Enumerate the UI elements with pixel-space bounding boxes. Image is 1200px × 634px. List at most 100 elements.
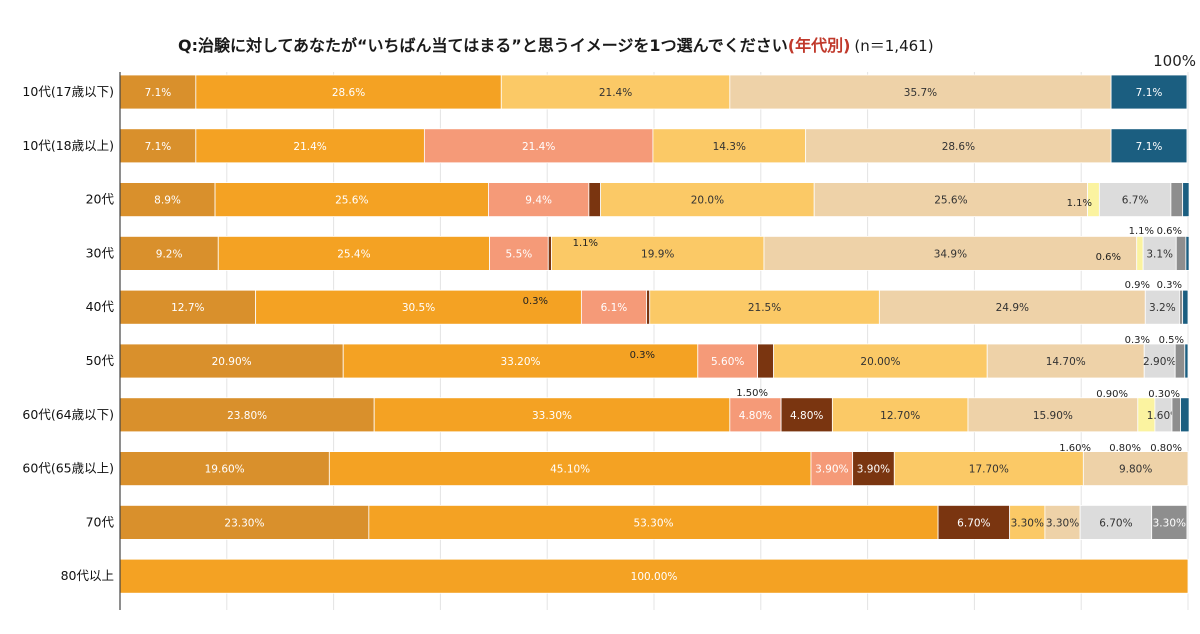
bar-segment: [119, 235, 219, 271]
bar-segment: [1170, 182, 1184, 218]
data-label: 14.70%: [1046, 356, 1086, 368]
bar-segment: [937, 504, 1011, 540]
bar-segment: [1009, 504, 1046, 540]
small-value-label: 1.1%: [573, 238, 598, 249]
bar-segment: [813, 182, 1089, 218]
bar-segment: [119, 397, 375, 433]
bar-segment: [810, 451, 854, 487]
bar-segment: [893, 451, 1084, 487]
data-label: 3.30%: [1011, 517, 1044, 529]
bar-segment: [500, 74, 731, 110]
annotations: 1.1%1.1%1.1% 0.6%0.3%0.6%0.9% 0.3%0.3%0.3%…: [523, 198, 1184, 454]
bar-segment: [195, 128, 425, 164]
data-label: 6.7%: [1122, 195, 1149, 207]
data-label: 3.90%: [857, 464, 890, 476]
bar-segment: [652, 128, 807, 164]
data-label: 25.6%: [335, 195, 368, 207]
bar-segment: [1142, 235, 1177, 271]
category-label: 50代: [86, 353, 115, 368]
data-label: 2.90%: [1143, 356, 1176, 368]
category-label: 20代: [86, 192, 115, 207]
data-label: 100.00%: [631, 571, 678, 583]
category-label: 10代(18歳以上): [22, 138, 114, 153]
bar-segment: [1098, 182, 1172, 218]
data-label: 24.9%: [996, 302, 1029, 314]
data-label: 12.7%: [171, 302, 204, 314]
bar-segment: [119, 504, 370, 540]
bar-segment: [488, 182, 590, 218]
small-value-label: 0.3%: [1157, 280, 1182, 291]
bar-segment: [1136, 235, 1144, 271]
data-label: 8.9%: [154, 195, 181, 207]
data-label: 3.30%: [1153, 517, 1186, 529]
data-label: 7.1%: [145, 141, 172, 153]
bar-segment: [773, 343, 988, 379]
data-label: 21.4%: [293, 141, 326, 153]
chart-title-main: Q:治験に対してあなたが“いちばん当てはまる”と思うイメージを1つ選んでください: [178, 36, 788, 55]
bar-segment: [547, 235, 552, 271]
data-label: 20.0%: [691, 195, 724, 207]
chart-title: Q:治験に対してあなたが“いちばん当てはまる”と思うイメージを1つ選んでください…: [178, 36, 934, 55]
small-value-label: 1.60%: [1059, 443, 1091, 454]
bar-segment: [1182, 182, 1190, 218]
data-label: 9.2%: [156, 248, 183, 260]
data-label: 28.6%: [942, 141, 975, 153]
data-label: 19.60%: [205, 464, 245, 476]
bar-segment: [1079, 504, 1153, 540]
category-label: 30代: [86, 245, 115, 260]
data-label: 17.70%: [969, 464, 1009, 476]
bar-segment: [119, 182, 216, 218]
bar-segment: [646, 289, 651, 325]
small-value-label: 0.90%: [1096, 389, 1128, 400]
data-label: 35.7%: [904, 87, 937, 99]
data-label: 3.30%: [1046, 517, 1079, 529]
bar-segment: [214, 182, 489, 218]
bar-segment: [1185, 235, 1190, 271]
data-label: 9.4%: [525, 195, 552, 207]
small-value-label: 0.3%: [630, 350, 655, 361]
bar-segment: [1184, 343, 1189, 379]
data-label: 3.2%: [1149, 302, 1176, 314]
bar-segment: [1180, 397, 1190, 433]
data-label: 21.5%: [748, 302, 781, 314]
bar-segment: [1044, 504, 1081, 540]
bar-segment: [986, 343, 1145, 379]
data-label: 53.30%: [633, 517, 673, 529]
data-label: 45.10%: [550, 464, 590, 476]
bar-segment: [489, 235, 549, 271]
small-value-label: 0.3%: [523, 296, 548, 307]
data-label: 12.70%: [880, 410, 920, 422]
data-label: 7.1%: [1136, 87, 1163, 99]
small-value-label: 1.1%: [1129, 226, 1154, 237]
data-label: 6.70%: [1099, 517, 1132, 529]
small-value-label: 0.6%: [1096, 252, 1121, 263]
small-value-label: 0.30%: [1148, 389, 1180, 400]
bar-segment: [1182, 289, 1189, 325]
chart-title-highlight: (年代別): [788, 36, 851, 55]
bar-segment: [763, 235, 1138, 271]
bar-segment: [1174, 343, 1186, 379]
data-label: 25.6%: [934, 195, 967, 207]
data-label: 23.30%: [224, 517, 264, 529]
bar-segment: [967, 397, 1139, 433]
data-label: 20.00%: [860, 356, 900, 368]
bar-segment: [1110, 128, 1188, 164]
data-label: 6.1%: [601, 302, 628, 314]
bar-segment: [551, 235, 765, 271]
bar-segment: [1082, 451, 1189, 487]
data-label: 5.5%: [506, 248, 533, 260]
category-labels: 10代(17歳以下) 10代(18歳以上) 20代 30代 40代 50代 60代(64歳以…: [22, 84, 114, 583]
data-label: 6.70%: [957, 517, 990, 529]
bar-segment: [588, 182, 601, 218]
bar-segment: [1171, 397, 1181, 433]
chart-title-n: (n＝1,461): [854, 37, 933, 55]
data-label: 3.1%: [1146, 248, 1173, 260]
small-value-label: 0.5%: [1159, 335, 1184, 346]
data-label: 33.20%: [500, 356, 540, 368]
bar-segment: [342, 343, 699, 379]
bar-segment: [1144, 289, 1180, 325]
bar-segment: [780, 397, 833, 433]
data-label: 25.4%: [337, 248, 370, 260]
bar-segment: [1143, 343, 1176, 379]
